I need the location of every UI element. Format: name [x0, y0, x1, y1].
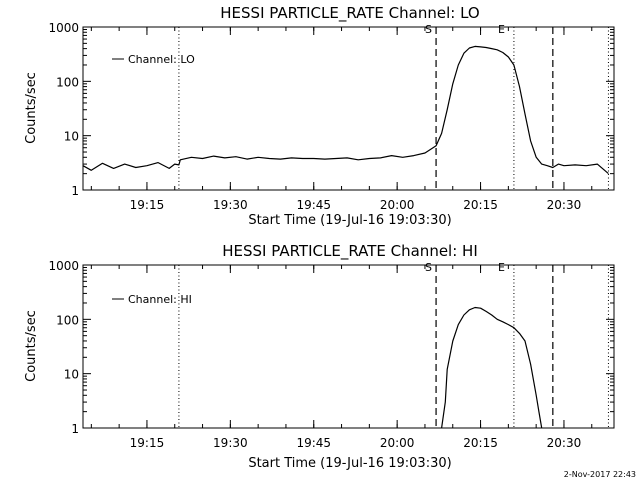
x-tick-label: 20:30 [547, 436, 582, 450]
x-tick-label: 19:30 [213, 436, 248, 450]
x-tick-label: 20:00 [380, 436, 415, 450]
y-axis-label: Counts/sec [24, 72, 39, 144]
x-tick-label: 19:30 [213, 198, 248, 212]
legend-label: Channel: HI [128, 293, 192, 306]
event-end-label: E [498, 261, 505, 274]
y-axis-label: Counts/sec [24, 310, 39, 382]
footer-timestamp: 2-Nov-2017 22:43 [564, 470, 636, 479]
x-tick-label: 19:15 [130, 436, 165, 450]
y-tick-label: 100 [56, 313, 79, 327]
event-start-label: S [425, 23, 432, 36]
y-tick-label: 1 [71, 422, 79, 436]
y-tick-label: 10 [64, 130, 79, 144]
chart-panel-hi: HESSI PARTICLE_RATE Channel: HI Start Ti… [24, 242, 615, 471]
x-axis-label: Start Time (19-Jul-16 19:03:30) [248, 456, 451, 471]
chart-title: HESSI PARTICLE_RATE Channel: LO [220, 4, 479, 23]
series-line [441, 306, 543, 429]
chart-title: HESSI PARTICLE_RATE Channel: HI [222, 242, 478, 261]
y-tick-label: 1 [71, 184, 79, 198]
y-tick-label: 100 [56, 75, 79, 89]
x-tick-label: 20:15 [463, 198, 498, 212]
plot-frame [82, 264, 615, 429]
y-tick-label: 1000 [48, 259, 79, 273]
chart-panel-lo: HESSI PARTICLE_RATE Channel: LO Start Ti… [24, 4, 615, 228]
plot-frame [82, 26, 615, 191]
x-tick-label: 19:15 [130, 198, 165, 212]
y-tick-label: 10 [64, 368, 79, 382]
x-tick-label: 20:30 [547, 198, 582, 212]
x-tick-label: 20:15 [463, 436, 498, 450]
event-start-label: S [425, 261, 432, 274]
x-tick-label: 19:45 [296, 436, 331, 450]
event-end-label: E [498, 23, 505, 36]
y-tick-label: 1000 [48, 21, 79, 35]
x-axis-label: Start Time (19-Jul-16 19:03:30) [248, 213, 451, 228]
x-tick-label: 19:45 [296, 198, 331, 212]
x-tick-label: 20:00 [380, 198, 415, 212]
legend-label: Channel: LO [128, 53, 195, 66]
series-line [82, 45, 609, 175]
